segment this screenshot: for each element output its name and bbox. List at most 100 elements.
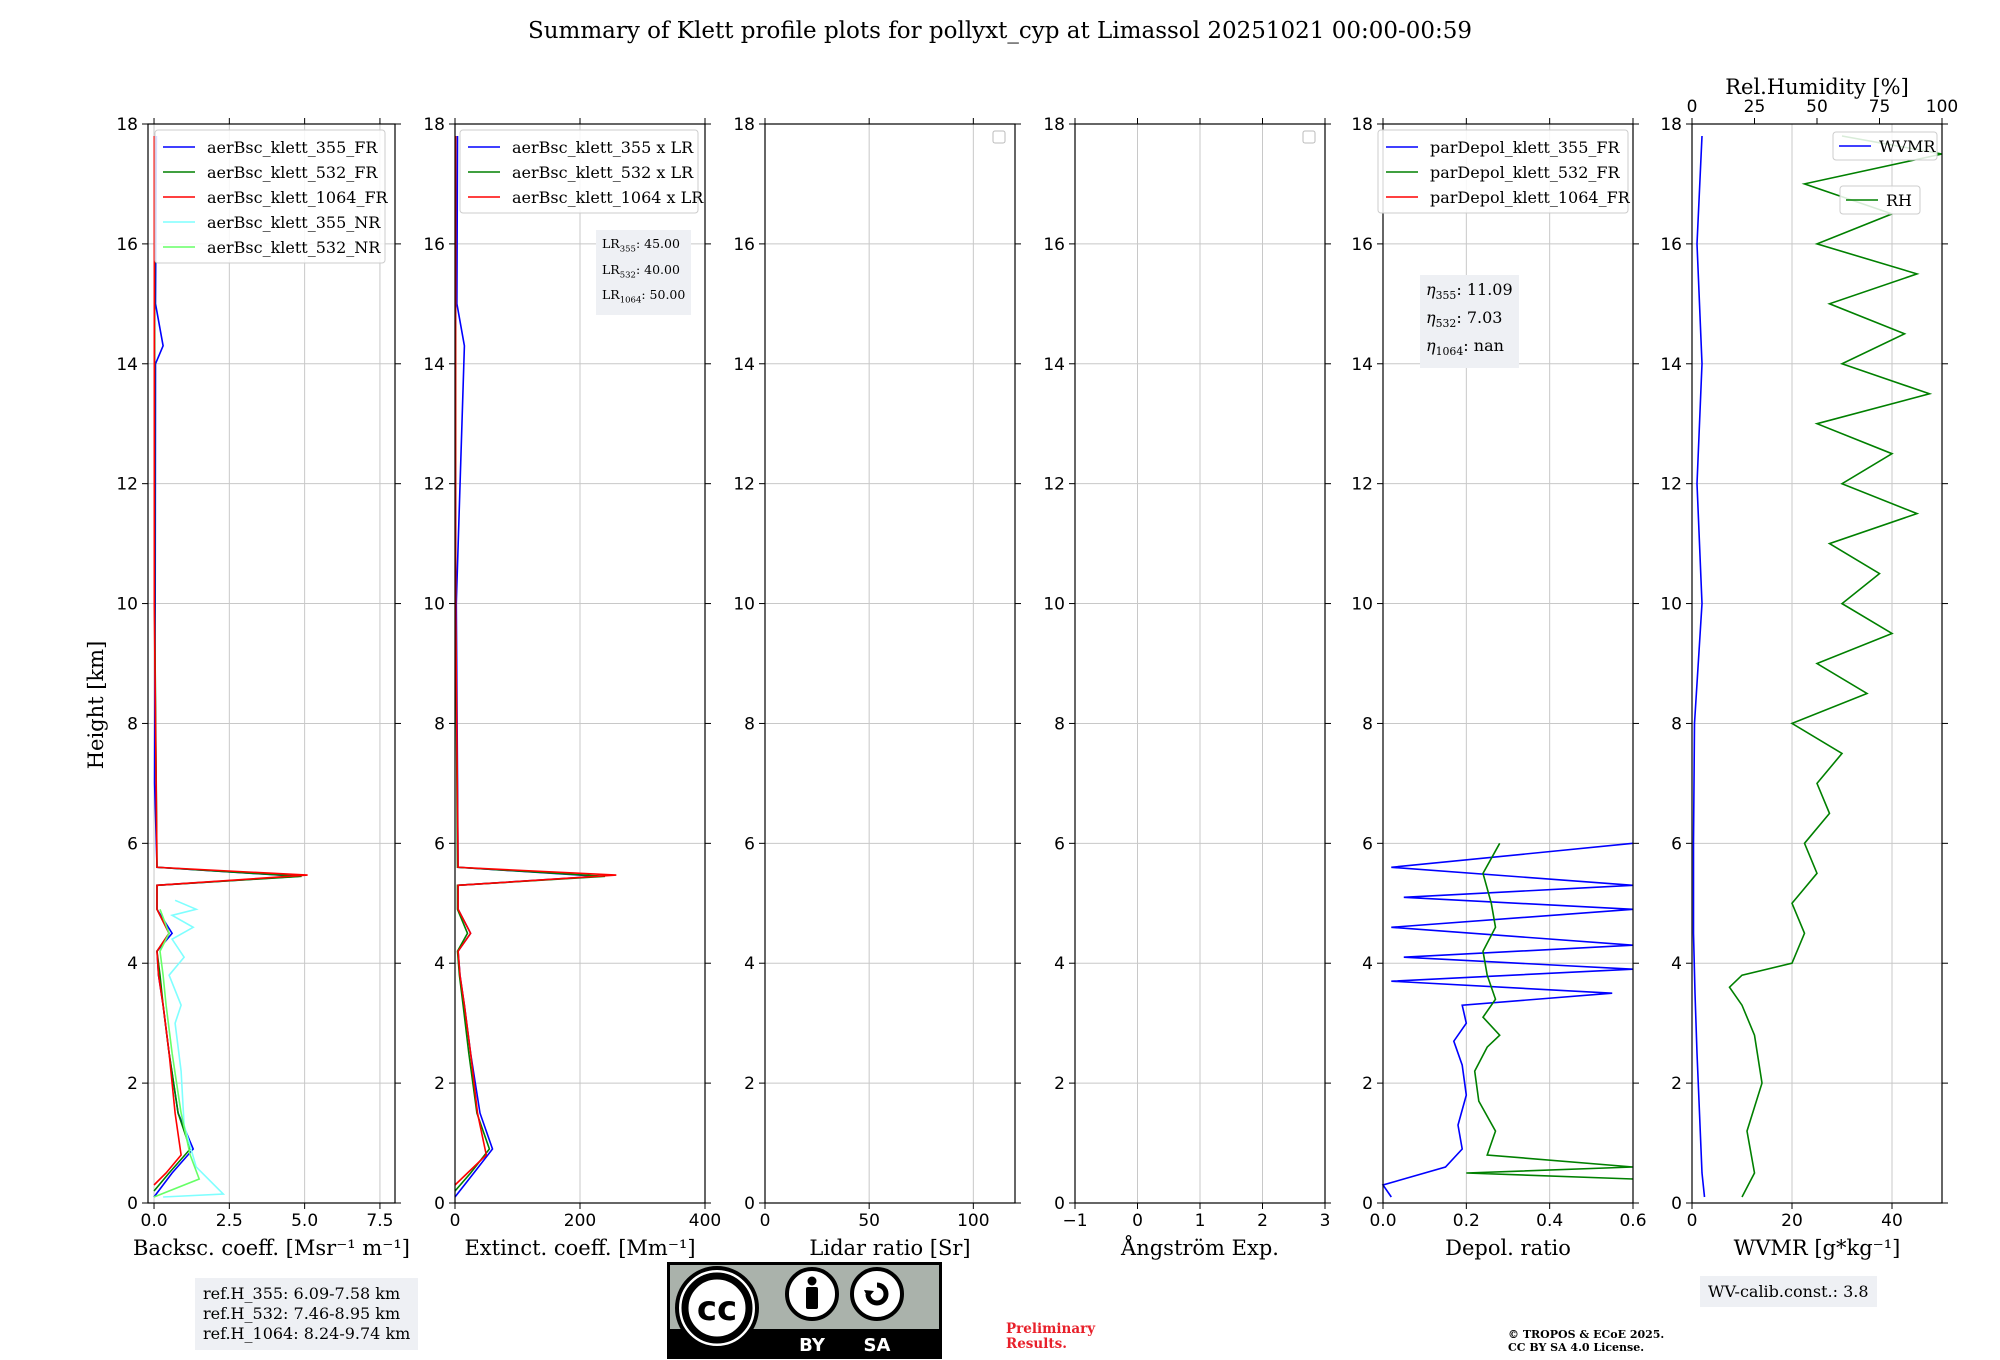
y-tick-label: 6 bbox=[1054, 834, 1065, 854]
y-tick-label: 10 bbox=[423, 595, 445, 615]
y-tick-label: 12 bbox=[1660, 475, 1682, 495]
y-tick-label: 8 bbox=[1362, 714, 1373, 734]
panel-2: 0 200 400 0 2 4 6 8 10 12 14 16 18 Extinct. coeff. [M… bbox=[423, 115, 721, 1260]
legend-label: WVMR bbox=[1879, 137, 1936, 156]
legend-label: aerBsc_klett_532_FR bbox=[207, 163, 378, 182]
y-tick-label: 2 bbox=[744, 1074, 755, 1094]
ref-height-532: ref.H_532: 7.46-8.95 km bbox=[203, 1304, 401, 1323]
y-tick-label: 12 bbox=[423, 475, 445, 495]
y-tick-label: 2 bbox=[1671, 1074, 1682, 1094]
y-tick-label: 10 bbox=[1043, 595, 1065, 615]
x-tick-label: 50 bbox=[858, 1211, 880, 1231]
panel-6: 0 20 40 0 2 4 6 8 10 12 14 16 18 WVMR [g*kg⁻¹] 0 25 50 75… bbox=[1660, 75, 1958, 1260]
axes-frame bbox=[1382, 123, 1634, 1204]
y-tick-label: 10 bbox=[1351, 595, 1373, 615]
x-tick-label: 20 bbox=[1781, 1211, 1803, 1231]
legend-label: RH bbox=[1886, 191, 1912, 210]
y-tick-label: 10 bbox=[1660, 595, 1682, 615]
y-tick-label: 8 bbox=[1671, 714, 1682, 734]
y-tick-label: 18 bbox=[1660, 115, 1682, 135]
legend-box bbox=[1832, 131, 1938, 161]
y-tick-label: 4 bbox=[127, 954, 138, 974]
lr-355: LR355: 45.00 bbox=[602, 236, 680, 255]
x-tick-label: 100 bbox=[957, 1211, 989, 1231]
svg-text:cc: cc bbox=[697, 1289, 737, 1329]
x-axis-label: Extinct. coeff. [Mm⁻¹] bbox=[464, 1236, 695, 1260]
y-tick-label: 12 bbox=[1351, 475, 1373, 495]
legend-label: aerBsc_klett_355 x LR bbox=[512, 138, 694, 157]
x-tick-label: 0 bbox=[1132, 1211, 1143, 1231]
y-tick-label: 10 bbox=[116, 595, 138, 615]
y-tick-label: 18 bbox=[116, 115, 138, 135]
legend-box bbox=[154, 129, 386, 264]
panel-3: 0 50 100 0 2 4 6 8 10 12 14 16 18 Lidar ratio [Sr] bbox=[733, 115, 1021, 1260]
top-x-tick-label: 50 bbox=[1806, 97, 1828, 117]
y-tick-label: 10 bbox=[733, 595, 755, 615]
x-tick-label: 0.0 bbox=[141, 1211, 168, 1231]
x-axis-label: Lidar ratio [Sr] bbox=[809, 1236, 970, 1260]
x-axis-label: Backsc. coeff. [Msr⁻¹ m⁻¹] bbox=[133, 1236, 410, 1260]
series-parDepol_klett_355_FR bbox=[1381, 842, 1634, 1198]
y-tick-label: 16 bbox=[1351, 235, 1373, 255]
x-tick-label: 0 bbox=[760, 1211, 771, 1231]
legend-label: aerBsc_klett_1064 x LR bbox=[512, 188, 704, 207]
lr-532: LR532: 40.00 bbox=[602, 261, 680, 281]
y-tick-label: 14 bbox=[1660, 355, 1682, 375]
eta-355: η355: 11.09 bbox=[1426, 280, 1513, 303]
svg-text:BY: BY bbox=[799, 1335, 826, 1356]
y-tick-label: 8 bbox=[127, 714, 138, 734]
empty-legend-box bbox=[1302, 130, 1316, 144]
x-tick-label: 0.4 bbox=[1536, 1211, 1563, 1231]
x-tick-label: 0.2 bbox=[1453, 1211, 1480, 1231]
y-tick-label: 14 bbox=[116, 355, 138, 375]
x-tick-label: 2.5 bbox=[216, 1211, 243, 1231]
y-tick-label: 12 bbox=[1043, 475, 1065, 495]
series-aerBsc_klett_355 x LR bbox=[454, 135, 599, 1198]
y-tick-label: 18 bbox=[733, 115, 755, 135]
x-tick-label: −1 bbox=[1062, 1211, 1087, 1231]
x-tick-label: 0.6 bbox=[1619, 1211, 1646, 1231]
series-parDepol_klett_532_FR bbox=[1466, 842, 1634, 1180]
eta-532: η532: 7.03 bbox=[1426, 308, 1503, 331]
x-tick-label: 2 bbox=[1257, 1211, 1268, 1231]
axes-frame bbox=[147, 123, 396, 1204]
x-tick-label: 200 bbox=[564, 1211, 596, 1231]
y-tick-label: 2 bbox=[127, 1074, 138, 1094]
legend-label: aerBsc_klett_532 x LR bbox=[512, 163, 694, 182]
legend-box bbox=[1839, 185, 1921, 215]
y-tick-label: 6 bbox=[127, 834, 138, 854]
y-tick-label: 18 bbox=[423, 115, 445, 135]
y-tick-label: 14 bbox=[733, 355, 755, 375]
x-axis-label: Depol. ratio bbox=[1445, 1236, 1571, 1260]
preliminary-line-1: Preliminary bbox=[1006, 1321, 1096, 1337]
y-tick-label: 16 bbox=[1043, 235, 1065, 255]
series-aerBsc_klett_355_FR bbox=[153, 135, 299, 1198]
legend-label: parDepol_klett_532_FR bbox=[1430, 163, 1621, 182]
top-x-tick-label: 25 bbox=[1744, 97, 1766, 117]
y-tick-label: 8 bbox=[1054, 714, 1065, 734]
y-tick-label: 0 bbox=[1054, 1194, 1065, 1214]
y-tick-label: 4 bbox=[1054, 954, 1065, 974]
eta-1064: η1064: nan bbox=[1426, 336, 1504, 359]
y-tick-label: 14 bbox=[1351, 355, 1373, 375]
preliminary-line-2: Results. bbox=[1006, 1336, 1067, 1352]
y-tick-label: 8 bbox=[744, 714, 755, 734]
reference-heights-box: ref.H_355: 6.09-7.58 km ref.H_532: 7.46-… bbox=[195, 1278, 419, 1350]
series-WVMR bbox=[1692, 135, 1706, 1198]
series-aerBsc_klett_1064_FR bbox=[153, 136, 308, 1186]
copyright-note: © TROPOS & ECoE 2025. CC BY SA 4.0 Licen… bbox=[1508, 1328, 1664, 1354]
y-tick-label: 8 bbox=[434, 714, 445, 734]
y-tick-label: 16 bbox=[423, 235, 445, 255]
y-tick-label: 14 bbox=[1043, 355, 1065, 375]
wv-calib-box: WV-calib.const.: 3.8 bbox=[1700, 1276, 1877, 1307]
x-tick-label: 0 bbox=[1687, 1211, 1698, 1231]
y-tick-label: 16 bbox=[116, 235, 138, 255]
y-tick-label: 4 bbox=[744, 954, 755, 974]
top-x-tick-label: 75 bbox=[1869, 97, 1891, 117]
y-tick-label: 16 bbox=[733, 235, 755, 255]
x-tick-label: 3 bbox=[1320, 1211, 1331, 1231]
y-tick-label: 6 bbox=[1671, 834, 1682, 854]
lr-1064: LR1064: 50.00 bbox=[602, 287, 686, 306]
